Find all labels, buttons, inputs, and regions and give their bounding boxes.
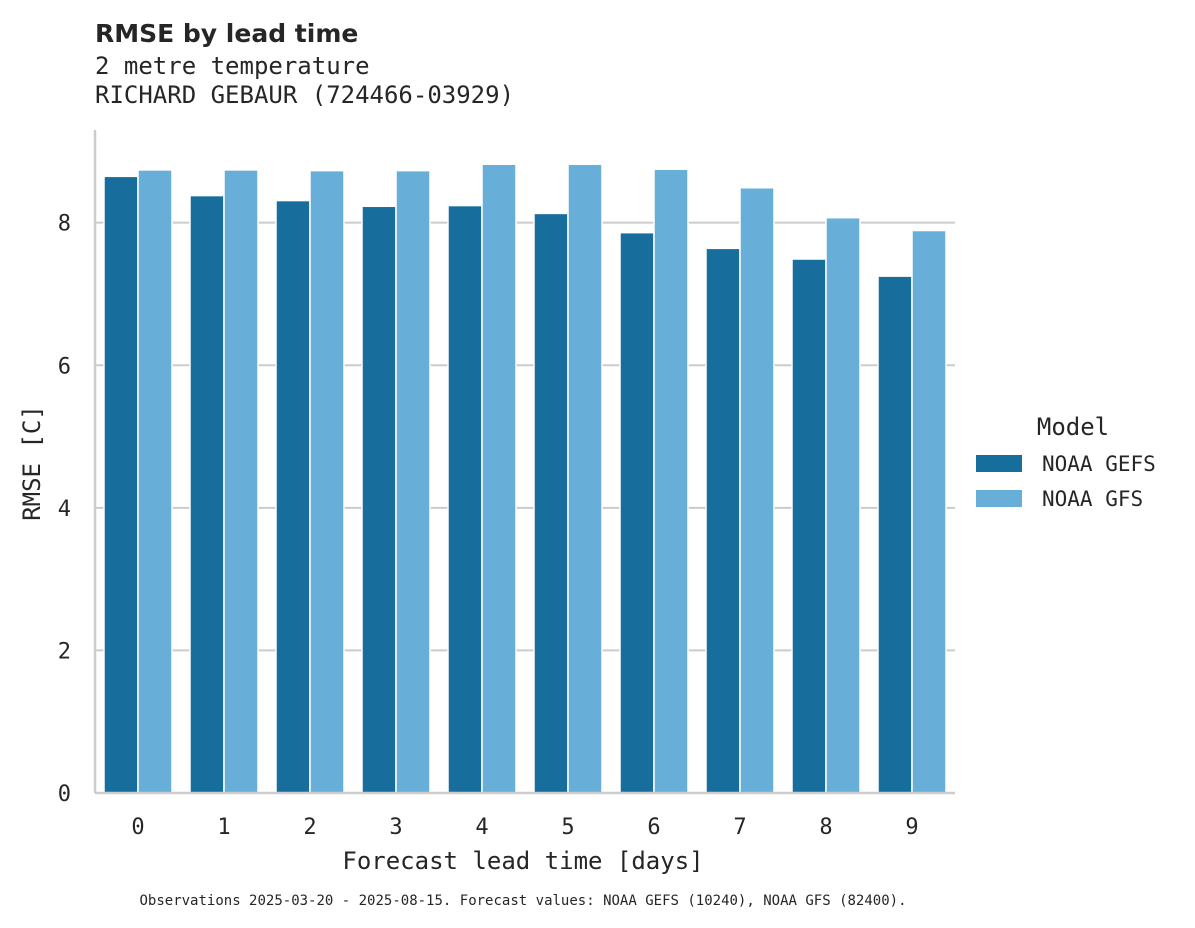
chart-subtitle-variable: 2 metre temperature <box>95 52 370 80</box>
x-tick-label: 9 <box>905 815 918 840</box>
bar-noaa-gefs-8 <box>791 258 827 794</box>
bar-noaa-gefs-3 <box>361 205 397 794</box>
bar-noaa-gfs-7 <box>739 186 775 794</box>
legend-swatch-noaa-gfs <box>976 490 1022 507</box>
y-tick-label: 2 <box>58 639 71 664</box>
x-tick-label: 0 <box>131 815 144 840</box>
bar-noaa-gefs-7 <box>705 247 741 794</box>
x-tick-label: 8 <box>819 815 832 840</box>
bar-noaa-gfs-8 <box>825 216 861 794</box>
x-tick-label: 7 <box>733 815 746 840</box>
footnote: Observations 2025-03-20 - 2025-08-15. Fo… <box>139 893 906 909</box>
x-tick-label: 3 <box>389 815 402 840</box>
bar-noaa-gfs-5 <box>567 163 603 794</box>
chart-subtitle-station: RICHARD GEBAUR (724466-03929) <box>95 81 514 109</box>
legend-label: NOAA GEFS <box>1042 452 1156 476</box>
bar-noaa-gfs-4 <box>481 163 517 794</box>
bar-noaa-gfs-6 <box>653 168 689 794</box>
x-tick-label: 2 <box>303 815 316 840</box>
bar-noaa-gefs-2 <box>275 199 311 794</box>
x-tick-label: 6 <box>647 815 660 840</box>
legend-swatch-noaa-gefs <box>976 455 1022 472</box>
x-tick-label: 5 <box>561 815 574 840</box>
y-tick-label: 8 <box>58 212 71 237</box>
x-tick-label: 1 <box>217 815 230 840</box>
bar-noaa-gfs-1 <box>223 169 259 794</box>
axes <box>93 130 955 795</box>
legend-label: NOAA GFS <box>1042 487 1143 511</box>
chart-title: RMSE by lead time <box>95 19 358 48</box>
bar-noaa-gfs-2 <box>309 169 345 794</box>
y-tick-label: 4 <box>58 497 71 522</box>
x-tick-label: 4 <box>475 815 488 840</box>
y-tick-labels: 0 2 4 6 8 <box>58 212 71 807</box>
y-tick-label: 6 <box>58 354 71 379</box>
bar-noaa-gefs-9 <box>877 275 913 794</box>
bar-noaa-gefs-4 <box>447 204 483 794</box>
bar-noaa-gfs-3 <box>395 169 431 794</box>
y-axis-label: RMSE [C] <box>18 405 46 521</box>
bar-noaa-gefs-5 <box>533 212 569 794</box>
y-tick-label: 0 <box>58 782 71 807</box>
bar-series <box>103 163 947 794</box>
bar-noaa-gefs-1 <box>189 194 225 794</box>
x-axis-label: Forecast lead time [days] <box>342 847 703 875</box>
legend: Model NOAA GEFS NOAA GFS <box>976 413 1156 511</box>
bar-noaa-gefs-0 <box>103 175 139 794</box>
legend-title: Model <box>1037 413 1109 441</box>
bar-noaa-gfs-0 <box>137 169 173 794</box>
bar-noaa-gfs-9 <box>911 229 947 794</box>
bar-noaa-gefs-6 <box>619 231 655 794</box>
x-tick-labels: 0 1 2 3 4 5 6 7 8 9 <box>131 815 918 840</box>
